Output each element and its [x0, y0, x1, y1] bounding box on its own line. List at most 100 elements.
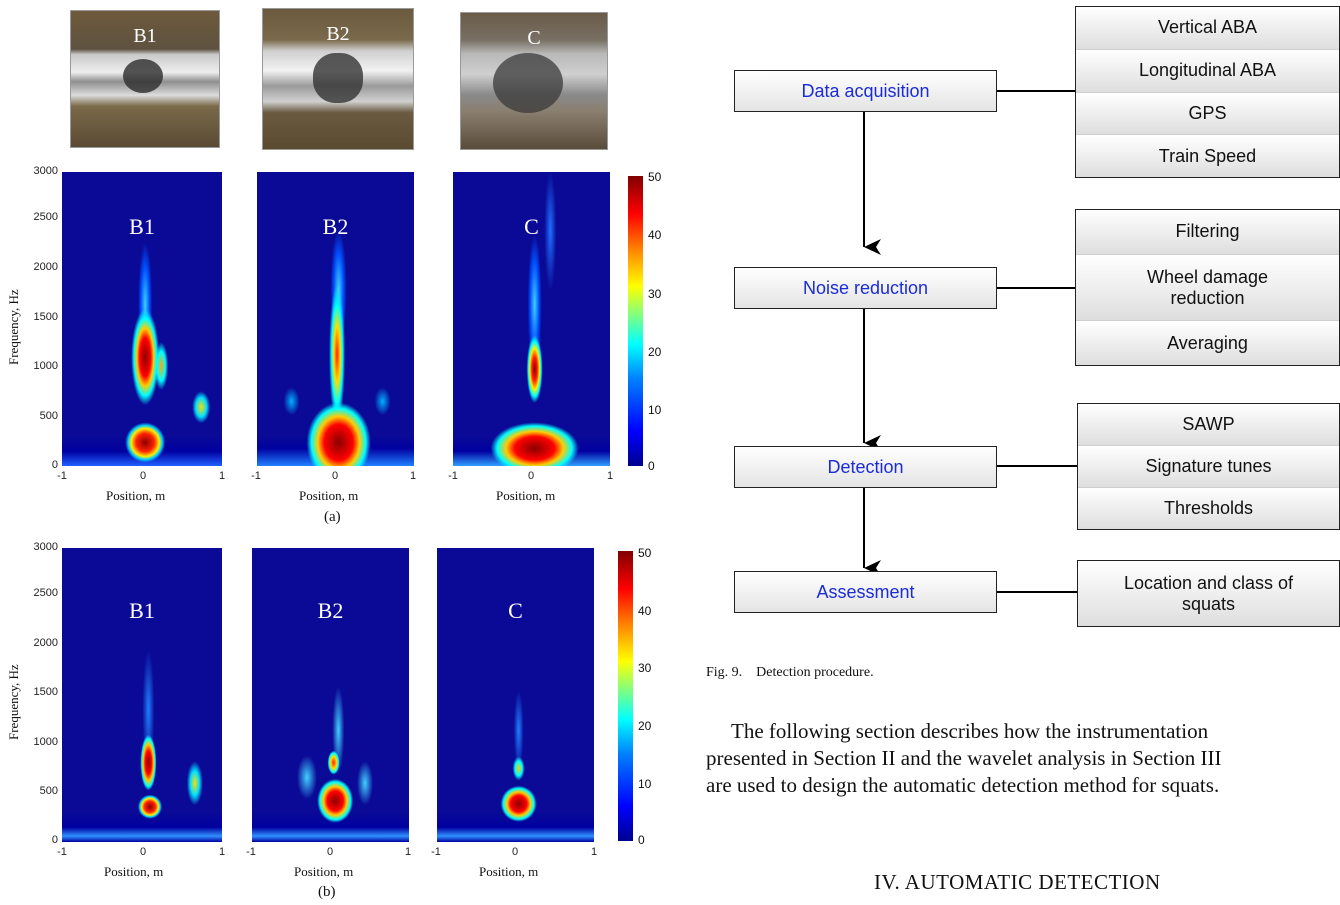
list-item: Averaging	[1076, 320, 1339, 366]
colorbar-tick: 0	[648, 459, 655, 473]
x-tick: 0	[331, 470, 339, 482]
list-item: Longitudinal ABA	[1076, 48, 1339, 92]
x-tick: -1	[448, 470, 458, 482]
body-line: are used to design the automatic detecti…	[706, 773, 1220, 797]
x-tick: -1	[246, 846, 256, 858]
y-axis-label: Frequency, Hz	[6, 289, 21, 365]
x-tick: 0	[139, 846, 147, 858]
y-tick: 1000	[33, 360, 58, 372]
photo-b2: B2	[262, 8, 414, 150]
colorbar-tick: 50	[648, 170, 662, 184]
list-item: Vertical ABA	[1076, 7, 1339, 49]
photo-label: B2	[326, 23, 350, 45]
flowchart-connectors	[863, 90, 1077, 593]
x-tick: 1	[218, 470, 226, 482]
y-tick: 500	[39, 410, 58, 422]
x-axis-label: Position, m	[294, 864, 354, 879]
y-tick: 3000	[33, 541, 58, 553]
x-tick: 0	[139, 470, 147, 482]
colorbar-a	[628, 176, 643, 466]
plot-label: C	[524, 214, 539, 239]
list-item: Signature tunes	[1078, 445, 1339, 487]
body-line: The following section describes how the …	[731, 719, 1209, 743]
photo-b1: B1	[70, 10, 220, 148]
list-item: Filtering	[1076, 210, 1339, 254]
step-data-acquisition: Data acquisition	[734, 70, 997, 112]
colorbar-tick: 10	[648, 403, 662, 417]
list-item: Train Speed	[1076, 134, 1339, 177]
list-item: Location and class of squats	[1078, 561, 1339, 626]
colorbar-tick: 20	[638, 719, 652, 733]
x-tick: 1	[218, 846, 226, 858]
y-tick: 1000	[33, 736, 58, 748]
x-axis-label: Position, m	[496, 488, 556, 503]
plot-label: B1	[129, 214, 155, 239]
colorbar-tick: 50	[638, 546, 652, 560]
x-tick: 1	[590, 846, 598, 858]
x-axis-label: Position, m	[299, 488, 359, 503]
colorbar-tick: 30	[638, 661, 652, 675]
y-tick: 1500	[33, 686, 58, 698]
step-label: Detection	[827, 456, 904, 477]
list-item: SAWP	[1078, 404, 1339, 445]
spectrogram-a-b2: B2	[257, 172, 414, 466]
list-item: Wheel damage reduction	[1076, 253, 1339, 321]
list-data-acquisition: Vertical ABA Longitudinal ABA GPS Train …	[1075, 6, 1340, 178]
x-tick: -1	[251, 470, 261, 482]
y-tick: 1500	[33, 311, 58, 323]
colorbar-tick: 20	[648, 345, 662, 359]
step-label: Data acquisition	[801, 80, 930, 101]
x-tick: 1	[409, 470, 417, 482]
y-tick: 2500	[33, 211, 58, 223]
step-detection: Detection	[734, 446, 997, 488]
x-tick: 0	[511, 846, 519, 858]
colorbar-tick: 40	[648, 228, 662, 242]
plot-label: B2	[317, 598, 344, 623]
spectrogram-b-b1: B1	[62, 548, 222, 842]
x-axis-label: Position, m	[106, 488, 166, 503]
squat-defect	[123, 59, 163, 93]
photo-label: C	[527, 27, 541, 49]
plot-label: B2	[322, 214, 349, 239]
spectrogram-b-c: C	[437, 548, 594, 842]
x-axis-label: Position, m	[479, 864, 539, 879]
subfigure-label-b: (b)	[318, 884, 336, 900]
plot-label: B1	[129, 598, 155, 623]
step-noise-reduction: Noise reduction	[734, 267, 997, 309]
y-tick: 3000	[33, 165, 58, 177]
squat-defect	[493, 53, 563, 113]
figure-caption: Fig. 9. Detection procedure.	[706, 665, 874, 680]
squat-defect	[313, 53, 363, 103]
colorbar-b	[618, 551, 633, 841]
photo-c: C	[460, 12, 608, 150]
x-tick: 1	[404, 846, 412, 858]
section-heading: IV. AUTOMATIC DETECTION	[874, 870, 1161, 894]
colorbar-tick: 30	[648, 287, 662, 301]
y-tick: 0	[51, 459, 58, 471]
list-assessment: Location and class of squats	[1077, 560, 1340, 627]
plot-label: C	[508, 598, 523, 623]
y-tick: 2000	[33, 261, 58, 273]
x-tick: -1	[431, 846, 441, 858]
y-tick: 500	[39, 785, 58, 797]
colorbar-tick: 0	[638, 833, 645, 847]
y-tick: 2000	[33, 637, 58, 649]
x-tick: 0	[527, 470, 535, 482]
x-tick: 1	[606, 470, 614, 482]
y-tick: 0	[51, 834, 58, 846]
subfigure-label-a: (a)	[324, 509, 341, 525]
x-tick: -1	[57, 846, 67, 858]
step-label: Assessment	[816, 581, 915, 602]
spectrogram-b-b2: B2	[252, 548, 409, 842]
colorbar-tick: 40	[638, 604, 652, 618]
photo-label: B1	[133, 25, 157, 47]
body-line: presented in Section II and the wavelet …	[706, 746, 1222, 770]
y-tick: 2500	[33, 587, 58, 599]
list-item: GPS	[1076, 91, 1339, 135]
spectrogram-a-c: C	[453, 172, 610, 466]
step-assessment: Assessment	[734, 571, 997, 613]
x-axis-label: Position, m	[104, 864, 164, 879]
list-item: Thresholds	[1078, 487, 1339, 529]
x-tick: 0	[326, 846, 334, 858]
list-detection: SAWP Signature tunes Thresholds	[1077, 403, 1340, 530]
